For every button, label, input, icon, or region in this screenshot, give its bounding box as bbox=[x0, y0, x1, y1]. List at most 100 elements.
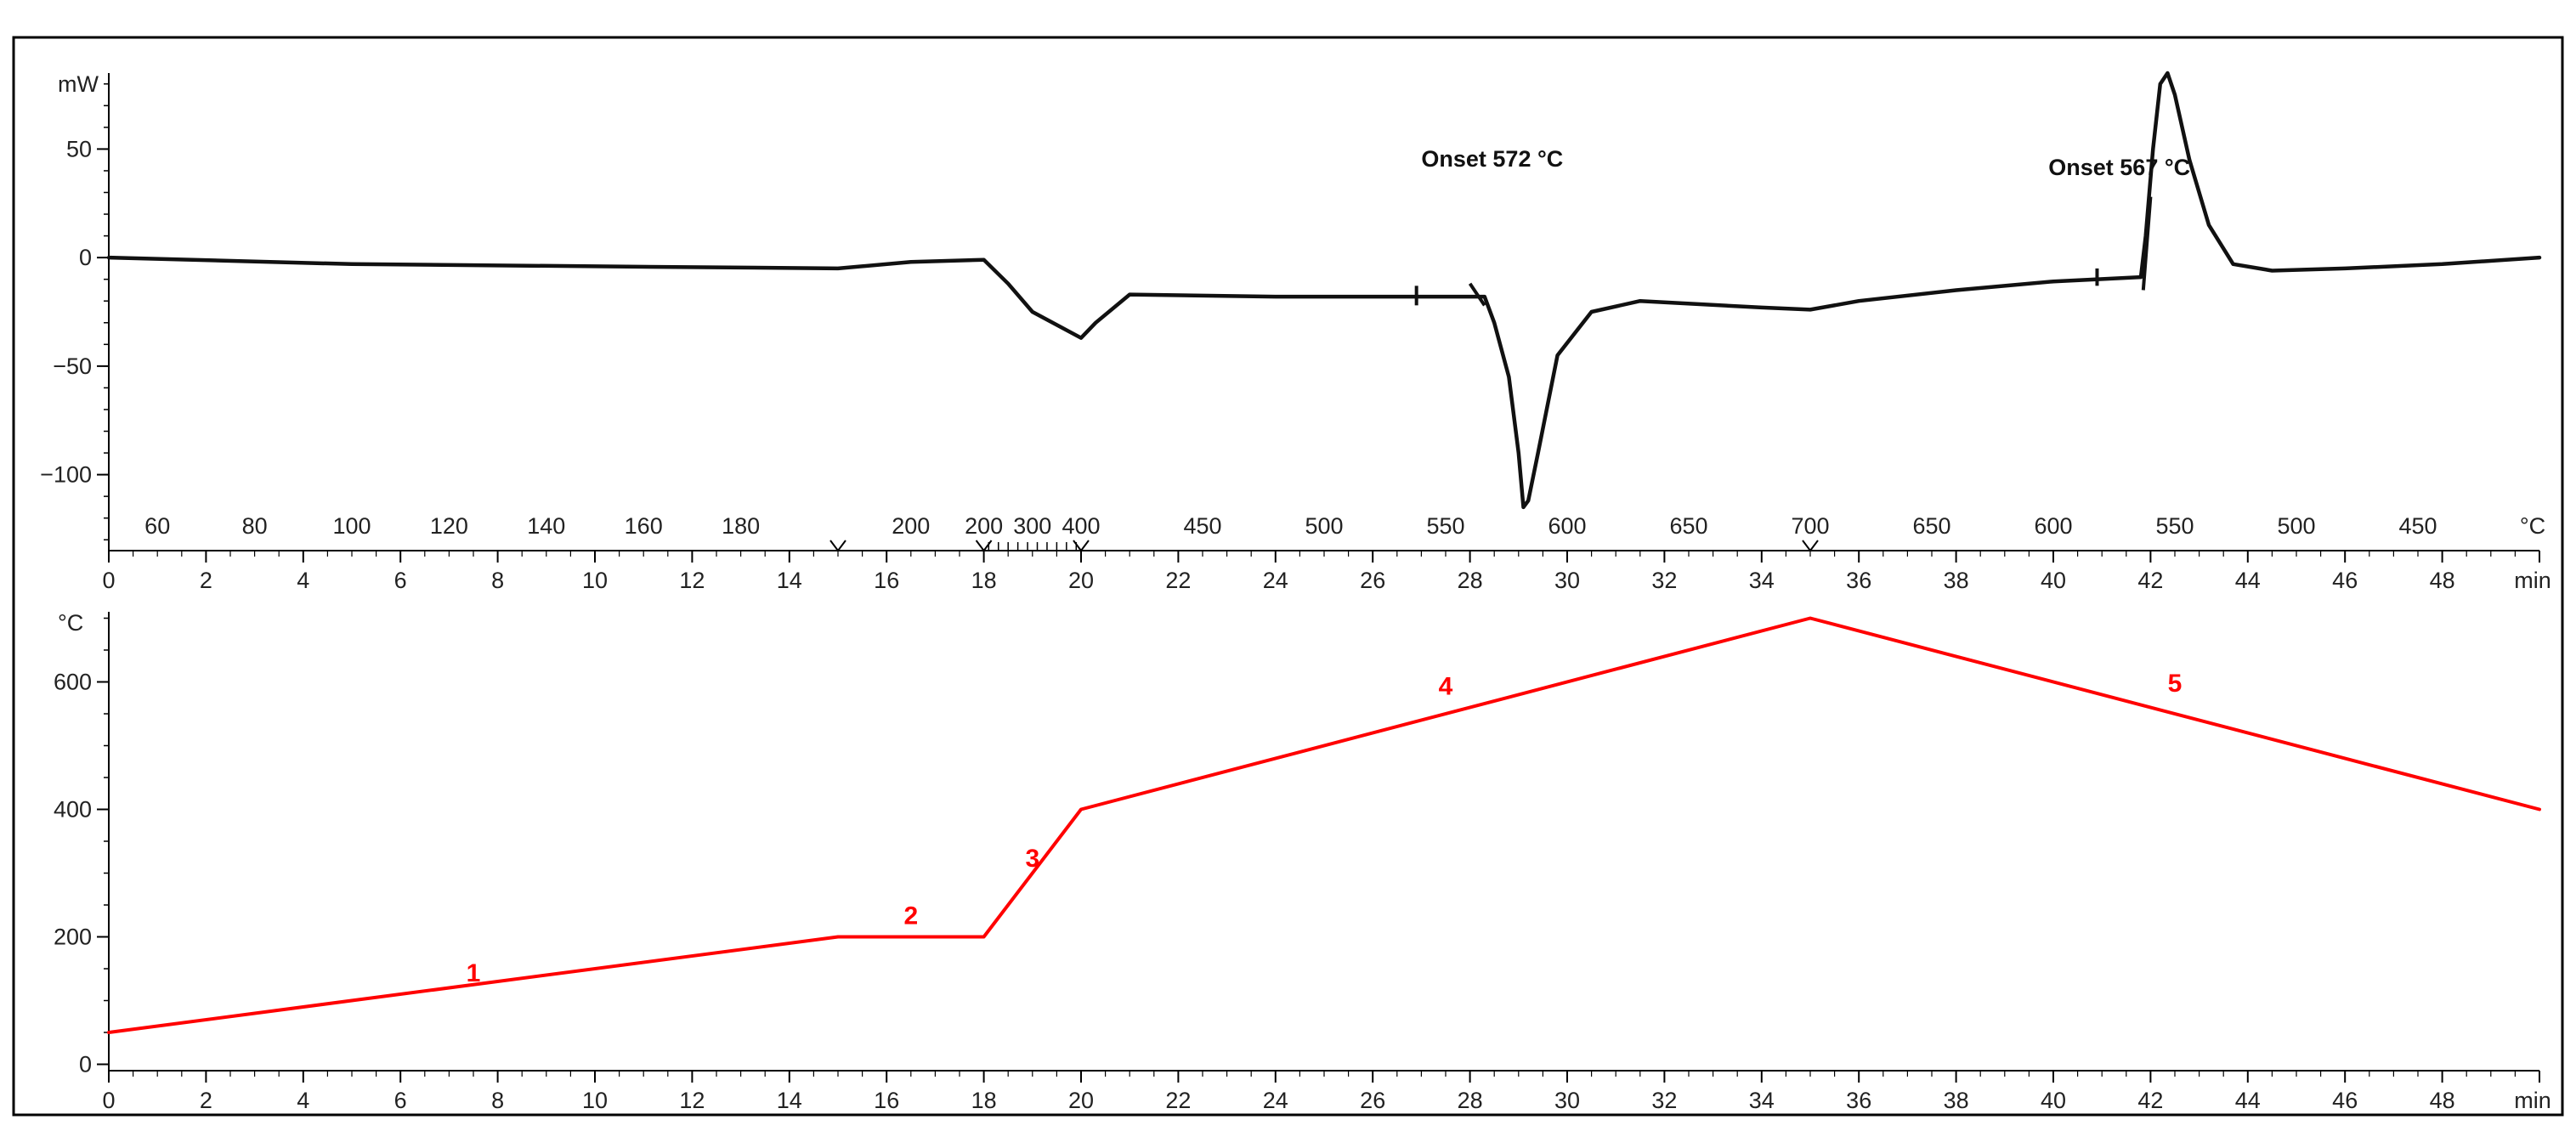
x-tick-label: 18 bbox=[971, 1088, 997, 1113]
x-axis-unit: min bbox=[2514, 1088, 2551, 1113]
onset-annotation: Onset 567 °C bbox=[2048, 155, 2190, 180]
temperature-axis-label: 180 bbox=[722, 513, 760, 539]
figure-border bbox=[12, 36, 2564, 1117]
x-tick-label: 44 bbox=[2235, 1088, 2261, 1113]
temperature-axis-label: 400 bbox=[1062, 513, 1100, 539]
temperature-axis-label: 500 bbox=[1305, 513, 1343, 539]
temperature-axis-label: 80 bbox=[242, 513, 268, 539]
temperature-axis-label: 100 bbox=[332, 513, 371, 539]
temperature-axis-label: 120 bbox=[430, 513, 468, 539]
y-axis-unit: °C bbox=[58, 610, 83, 636]
x-tick-label: 0 bbox=[102, 1088, 115, 1113]
y-tick-label: 0 bbox=[79, 1052, 92, 1077]
temperature-axis-label: 700 bbox=[1791, 513, 1829, 539]
x-tick-label: 20 bbox=[1068, 1088, 1094, 1113]
x-tick-label: 24 bbox=[1263, 1088, 1288, 1113]
x-tick-label: 18 bbox=[971, 568, 997, 593]
temperature-axis-label: 300 bbox=[1013, 513, 1051, 539]
temperature-axis-label: 200 bbox=[965, 513, 1003, 539]
x-tick-label: 24 bbox=[1263, 568, 1288, 593]
onset-annotation: Onset 572 °C bbox=[1421, 146, 1563, 172]
temperature-axis-label: 650 bbox=[1912, 513, 1950, 539]
x-tick-label: 46 bbox=[2332, 1088, 2358, 1113]
temperature-axis-label: 60 bbox=[144, 513, 170, 539]
x-tick-label: 40 bbox=[2041, 1088, 2066, 1113]
x-tick-label: 26 bbox=[1360, 1088, 1385, 1113]
x-tick-label: 4 bbox=[297, 568, 309, 593]
x-tick-label: 48 bbox=[2430, 1088, 2455, 1113]
x-tick-label: 8 bbox=[491, 568, 504, 593]
temperature-axis-label: 200 bbox=[892, 513, 930, 539]
temperature-axis-label: 500 bbox=[2277, 513, 2315, 539]
x-tick-label: 32 bbox=[1651, 568, 1677, 593]
temperature-axis-label: 160 bbox=[625, 513, 663, 539]
y-tick-label: −100 bbox=[40, 462, 92, 488]
x-tick-label: 14 bbox=[777, 568, 802, 593]
x-tick-label: 34 bbox=[1749, 1088, 1775, 1113]
temperature-axis-label: 600 bbox=[2034, 513, 2072, 539]
temperature-program-line bbox=[107, 616, 2541, 1034]
onset-tangent-mark bbox=[2141, 196, 2153, 291]
x-tick-label: 46 bbox=[2332, 568, 2358, 593]
x-tick-label: 36 bbox=[1846, 568, 1871, 593]
x-tick-label: 2 bbox=[200, 1088, 212, 1113]
x-tick-label: 42 bbox=[2137, 568, 2163, 593]
segment-label: 1 bbox=[467, 959, 481, 987]
x-tick-label: 48 bbox=[2430, 568, 2455, 593]
dsc-curve bbox=[106, 71, 2542, 510]
x-axis-unit: min bbox=[2514, 568, 2551, 593]
segment-boundary-marker bbox=[829, 540, 846, 552]
x-tick-label: 14 bbox=[777, 1088, 802, 1113]
x-tick-label: 34 bbox=[1749, 568, 1775, 593]
y-tick-label: 600 bbox=[54, 670, 92, 695]
x-tick-label: 32 bbox=[1651, 1088, 1677, 1113]
temperature-axis-label: 550 bbox=[1426, 513, 1464, 539]
x-tick-label: 26 bbox=[1360, 568, 1385, 593]
x-tick-label: 12 bbox=[679, 568, 705, 593]
x-tick-label: 2 bbox=[200, 568, 212, 593]
segment-boundary-marker bbox=[975, 540, 993, 552]
temperature-axis-label: 140 bbox=[527, 513, 565, 539]
x-tick-label: 16 bbox=[874, 568, 899, 593]
segment-label: 3 bbox=[1025, 845, 1039, 873]
x-tick-label: 38 bbox=[1944, 1088, 1969, 1113]
x-tick-label: 16 bbox=[874, 1088, 899, 1113]
x-tick-label: 38 bbox=[1944, 568, 1969, 593]
x-tick-label: 30 bbox=[1554, 568, 1580, 593]
x-tick-label: 22 bbox=[1165, 568, 1191, 593]
x-tick-label: 42 bbox=[2137, 1088, 2163, 1113]
segment-boundary-marker bbox=[1802, 540, 1819, 552]
x-tick-label: 4 bbox=[297, 1088, 309, 1113]
x-tick-label: 44 bbox=[2235, 568, 2261, 593]
x-tick-label: 6 bbox=[394, 1088, 407, 1113]
x-tick-label: 28 bbox=[1458, 1088, 1483, 1113]
x-tick-label: 28 bbox=[1458, 568, 1483, 593]
x-tick-label: 36 bbox=[1846, 1088, 1871, 1113]
x-tick-label: 6 bbox=[394, 568, 407, 593]
segment-label: 4 bbox=[1439, 673, 1453, 701]
y-axis-unit: mW bbox=[58, 71, 99, 97]
segment-boundary-marker bbox=[1073, 540, 1090, 552]
temperature-axis-label: 550 bbox=[2155, 513, 2194, 539]
x-tick-label: 10 bbox=[582, 1088, 608, 1113]
temperature-axis-label: 600 bbox=[1548, 513, 1586, 539]
segment-label: 5 bbox=[2168, 670, 2183, 698]
x-tick-label: 40 bbox=[2041, 568, 2066, 593]
segment-label: 2 bbox=[903, 902, 918, 930]
y-tick-label: 50 bbox=[66, 136, 92, 161]
temperature-axis-unit: °C bbox=[2520, 513, 2545, 539]
x-tick-label: 20 bbox=[1068, 568, 1094, 593]
y-tick-label: 400 bbox=[54, 797, 92, 823]
x-tick-label: 0 bbox=[102, 568, 115, 593]
temperature-axis-label: 450 bbox=[2398, 513, 2437, 539]
y-tick-label: 200 bbox=[54, 925, 92, 950]
y-tick-label: 0 bbox=[79, 245, 92, 270]
onset-tangent-mark bbox=[1468, 282, 1486, 307]
x-tick-label: 8 bbox=[491, 1088, 504, 1113]
x-tick-label: 30 bbox=[1554, 1088, 1580, 1113]
x-tick-label: 22 bbox=[1165, 1088, 1191, 1113]
